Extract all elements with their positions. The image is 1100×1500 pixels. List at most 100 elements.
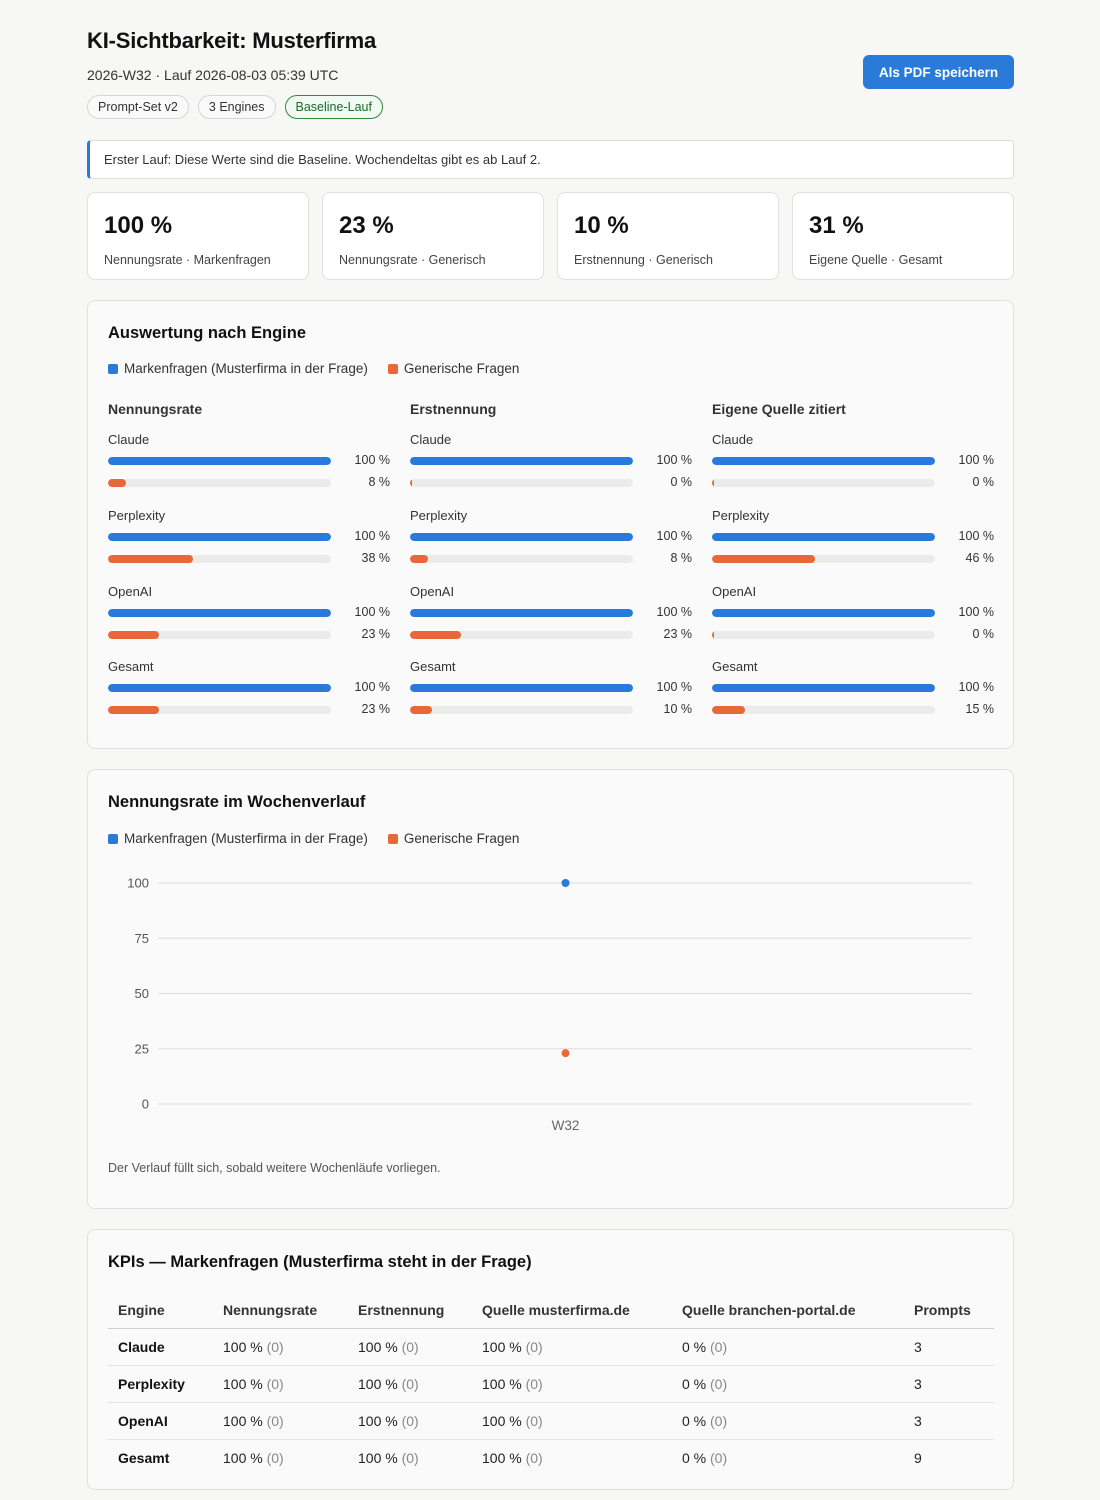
bar-row-brand: 100 %	[410, 605, 692, 620]
legend-swatch-brand	[108, 363, 118, 374]
bar-track	[712, 609, 935, 617]
metric-cell: 0 % (0)	[672, 1439, 904, 1476]
bar-value-brand: 100 %	[354, 529, 390, 543]
kpi-table: Engine Nennungsrate Erstnennung Quelle m…	[108, 1292, 994, 1476]
metric-cell: 100 % (0)	[472, 1328, 672, 1366]
metric-column: Erstnennung Claude 100 % 0 % Perplexity 100 %…	[410, 401, 692, 716]
metric-value: 0 %	[682, 1449, 707, 1466]
engine-bar-group: Gesamt 100 % 10 %	[410, 659, 692, 729]
engine-name: Perplexity	[108, 508, 166, 523]
bar-fill-generic	[410, 479, 412, 487]
bar-fill-generic	[410, 555, 428, 563]
engine-name: Perplexity	[410, 508, 468, 523]
bar-track	[108, 609, 331, 617]
column-header: Engine	[108, 1292, 213, 1329]
metric-value: 100 %	[223, 1375, 263, 1392]
bar-row-brand: 100 %	[712, 680, 994, 695]
metric-delta: (0)	[401, 1375, 419, 1392]
data-point	[561, 1049, 570, 1058]
table-row: Gesamt 100 % (0) 100 % (0) 100 % (0) 0 % (0)…	[108, 1439, 994, 1476]
engine-bar-group: Gesamt 100 % 15 %	[712, 659, 994, 729]
engine-cell: Claude	[108, 1328, 213, 1366]
engine-bar-group: Perplexity 100 % 38 %	[108, 508, 390, 578]
x-tick-label: W32	[552, 1118, 580, 1133]
metric-delta: (0)	[525, 1412, 543, 1429]
report-header: KI-Sichtbarkeit: Musterfirma 2026-W32 · …	[87, 0, 1014, 140]
run-subtitle: 2026-W32 · Lauf 2026-08-03 05:39 UTC	[87, 67, 339, 83]
bar-track	[410, 457, 633, 465]
bar-value-generic: 10 %	[663, 702, 693, 716]
table-row: Claude 100 % (0) 100 % (0) 100 % (0) 0 % (0)…	[108, 1328, 994, 1366]
bar-fill-brand	[712, 609, 935, 617]
data-point	[561, 879, 570, 887]
bar-value-generic: 0 %	[972, 475, 994, 489]
kpi-value: 23 %	[339, 212, 394, 239]
metric-cell: 100 % (0)	[472, 1402, 672, 1440]
engine-bar-group: Claude 100 % 0 %	[712, 432, 994, 502]
metric-delta: (0)	[710, 1375, 728, 1392]
engine-name: Claude	[108, 432, 150, 447]
engine-cell: OpenAI	[108, 1402, 213, 1440]
kpi-card: 100 % Nennungsrate · Markenfragen	[87, 192, 309, 280]
bar-row-generic: 23 %	[108, 627, 390, 642]
bar-fill-generic	[410, 631, 462, 639]
bar-track	[712, 631, 935, 639]
bar-value-generic: 23 %	[663, 627, 693, 641]
column-header: Erstnennung	[348, 1292, 472, 1329]
trend-card: Nennungsrate im Wochenverlauf Markenfrag…	[87, 769, 1014, 1209]
metric-delta: (0)	[266, 1449, 284, 1466]
bar-row-brand: 100 %	[108, 605, 390, 620]
bar-value-generic: 46 %	[965, 551, 995, 565]
bar-track	[712, 706, 935, 714]
bar-row-brand: 100 %	[712, 605, 994, 620]
y-tick-label: 25	[135, 1041, 149, 1056]
bar-row-generic: 0 %	[410, 475, 692, 490]
y-tick-label: 100	[127, 876, 149, 891]
engine-bar-group: Perplexity 100 % 8 %	[410, 508, 692, 578]
save-pdf-button[interactable]: Als PDF speichern	[863, 55, 1014, 89]
bar-row-brand: 100 %	[410, 529, 692, 544]
chart-note: Der Verlauf füllt sich, sobald weitere W…	[108, 1161, 441, 1175]
bar-track	[410, 706, 633, 714]
bar-fill-generic	[108, 706, 160, 714]
bar-value-brand: 100 %	[354, 605, 390, 619]
kpi-table-body: Claude 100 % (0) 100 % (0) 100 % (0) 0 % (0)…	[108, 1328, 994, 1476]
bar-track	[108, 479, 331, 487]
bar-row-generic: 38 %	[108, 551, 390, 566]
bar-fill-generic	[108, 631, 160, 639]
engine-name: OpenAI	[410, 584, 455, 599]
bar-track	[108, 555, 331, 563]
bar-value-brand: 100 %	[656, 529, 692, 543]
metric-value: 0 %	[682, 1412, 707, 1429]
metric-cell: 100 % (0)	[348, 1365, 472, 1403]
metric-cell: 100 % (0)	[472, 1439, 672, 1476]
bar-row-generic: 15 %	[712, 702, 994, 717]
engine-breakdown-card: Auswertung nach Engine Markenfragen (Mus…	[87, 300, 1014, 749]
kpi-value: 100 %	[104, 212, 173, 239]
metric-cell: 100 % (0)	[348, 1402, 472, 1440]
bar-track	[712, 479, 935, 487]
trend-chart: 100 75 50 25 0 W32	[127, 876, 972, 1133]
engine-bar-group: Claude 100 % 0 %	[410, 432, 692, 502]
legend-item-generic: Generische Fragen	[387, 831, 519, 846]
bar-row-brand: 100 %	[712, 529, 994, 544]
bar-fill-generic	[712, 631, 714, 639]
metric-value: 100 %	[223, 1449, 263, 1466]
metric-cell: 100 % (0)	[348, 1439, 472, 1476]
legend-item-generic: Generische Fragen	[387, 361, 519, 376]
metric-value: 100 %	[358, 1375, 398, 1392]
metric-delta: (0)	[525, 1338, 543, 1355]
bar-fill-brand	[712, 457, 935, 465]
engine-name: Gesamt	[108, 659, 154, 674]
bar-track	[108, 631, 331, 639]
bar-value-brand: 100 %	[958, 605, 994, 619]
legend-swatch-generic	[387, 363, 398, 374]
bar-track	[108, 533, 331, 541]
metric-delta: (0)	[266, 1338, 284, 1355]
metric-delta: (0)	[525, 1449, 543, 1466]
y-tick-label: 50	[135, 986, 149, 1001]
bar-track	[712, 555, 935, 563]
bar-fill-brand	[410, 533, 633, 541]
metric-value: 100 %	[358, 1338, 398, 1355]
bar-fill-generic	[712, 555, 815, 563]
